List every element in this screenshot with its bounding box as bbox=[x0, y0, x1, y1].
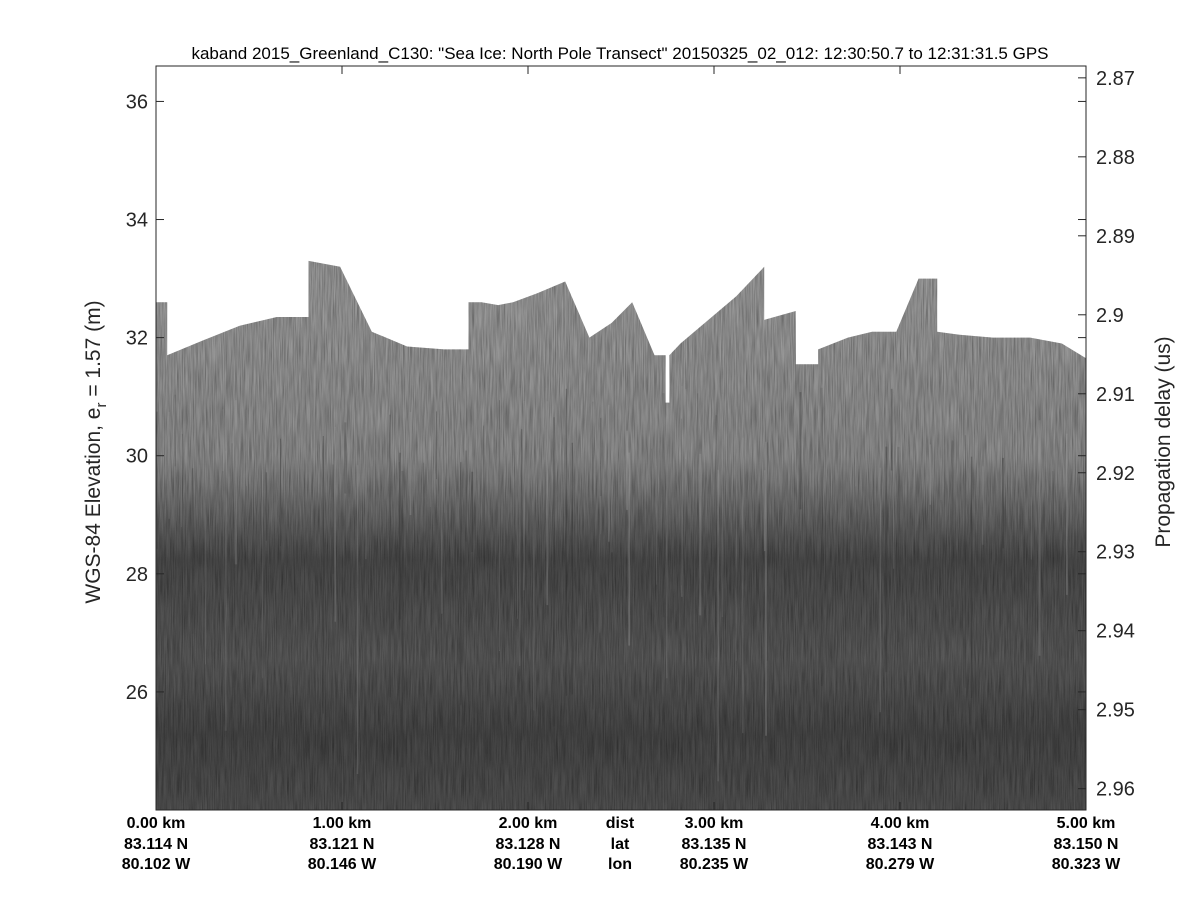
radar-echo-image bbox=[156, 260, 1086, 810]
bottom-position-labels: 0.00 km 83.114 N 80.102 W 1.00 km 83.121 N 80… bbox=[122, 815, 1121, 873]
y2-axis-label: Propagation delay (us) bbox=[1152, 336, 1175, 547]
y-tick-label: 30 bbox=[126, 446, 148, 468]
x-lon-label: 80.323 W bbox=[1052, 856, 1121, 873]
row-label-dist: dist bbox=[606, 815, 635, 832]
x-dist-label: 1.00 km bbox=[313, 815, 372, 832]
right-y-axis: 2.87 2.88 2.89 2.9 2.91 2.92 2.93 2.94 2.95 2.96 bbox=[1078, 68, 1135, 801]
y-tick-label: 34 bbox=[126, 210, 148, 232]
y2-tick-label: 2.89 bbox=[1096, 226, 1135, 248]
x-lon-label: 80.279 W bbox=[866, 856, 935, 873]
x-lon-label: 80.102 W bbox=[122, 856, 191, 873]
x-lon-label: 80.235 W bbox=[680, 856, 749, 873]
y-tick-label: 36 bbox=[126, 91, 148, 113]
row-label-lon: lon bbox=[608, 856, 632, 873]
y-tick-label: 26 bbox=[126, 682, 148, 704]
chart-title: kaband 2015_Greenland_C130: "Sea Ice: No… bbox=[191, 44, 1048, 63]
y-tick-label: 28 bbox=[126, 564, 148, 586]
x-dist-label: 4.00 km bbox=[871, 815, 930, 832]
y2-tick-label: 2.92 bbox=[1096, 463, 1135, 485]
x-lat-label: 83.128 N bbox=[496, 836, 561, 853]
y-tick-label: 32 bbox=[126, 328, 148, 350]
x-lat-label: 83.121 N bbox=[310, 836, 375, 853]
plot-area bbox=[156, 66, 1086, 810]
bottom-x-axis bbox=[155, 66, 1087, 810]
y2-tick-label: 2.87 bbox=[1096, 68, 1135, 90]
x-dist-label: 5.00 km bbox=[1057, 815, 1116, 832]
x-lat-label: 83.135 N bbox=[682, 836, 747, 853]
y2-tick-label: 2.88 bbox=[1096, 147, 1135, 169]
y2-tick-label: 2.9 bbox=[1096, 305, 1124, 327]
left-y-axis: 36 34 32 30 28 26 bbox=[126, 91, 1086, 704]
x-lat-label: 83.150 N bbox=[1054, 836, 1119, 853]
x-dist-label: 3.00 km bbox=[685, 815, 744, 832]
y-axis-label: WGS-84 Elevation, er = 1.57 (m) bbox=[82, 300, 110, 603]
x-dist-label: 2.00 km bbox=[499, 815, 558, 832]
x-lon-label: 80.146 W bbox=[308, 856, 377, 873]
y2-tick-label: 2.93 bbox=[1096, 542, 1135, 564]
y2-tick-label: 2.94 bbox=[1096, 621, 1135, 643]
x-lat-label: 83.114 N bbox=[124, 836, 188, 853]
vertical-streaks bbox=[156, 385, 1068, 782]
x-lon-label: 80.190 W bbox=[494, 856, 563, 873]
x-dist-label: 0.00 km bbox=[127, 815, 186, 832]
y2-tick-label: 2.95 bbox=[1096, 700, 1135, 722]
y2-tick-label: 2.96 bbox=[1096, 779, 1135, 801]
x-lat-label: 83.143 N bbox=[868, 836, 933, 853]
row-label-lat: lat bbox=[611, 836, 630, 853]
plot-frame bbox=[155, 65, 1087, 811]
y2-tick-label: 2.91 bbox=[1096, 384, 1135, 406]
